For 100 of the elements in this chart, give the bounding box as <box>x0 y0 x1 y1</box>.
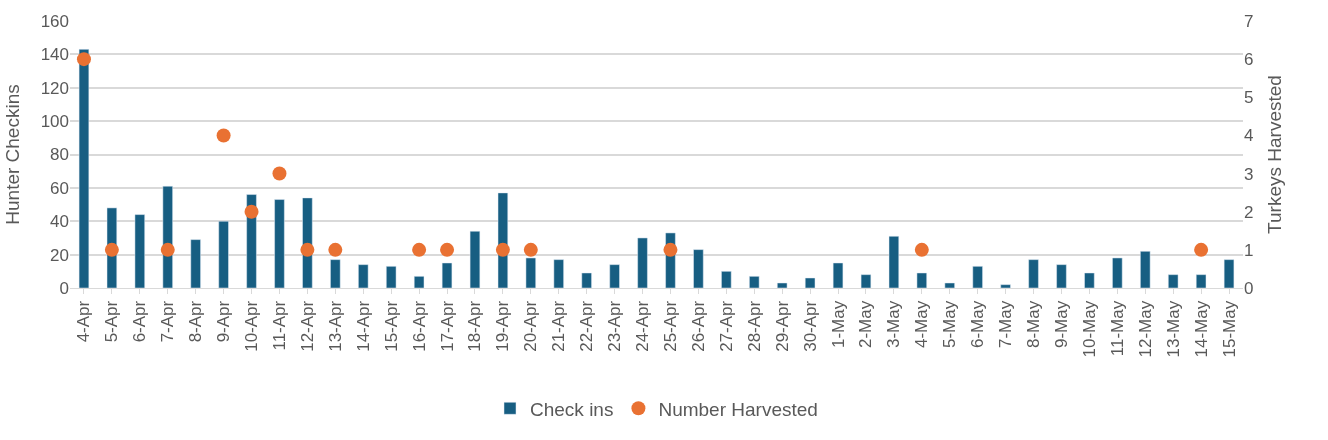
x-tick-label: 18-Apr <box>465 300 485 352</box>
bar <box>1168 274 1179 288</box>
point <box>914 242 929 257</box>
x-tick-label: 14-Apr <box>353 300 373 352</box>
x-tick-label: 28-Apr <box>744 300 764 352</box>
bar <box>721 271 732 288</box>
x-tick-label: 9-May <box>1051 300 1071 349</box>
x-tick-label: 5-May <box>940 300 960 349</box>
x-tick-label: 30-Apr <box>800 300 820 352</box>
x-tick-label: 12-Apr <box>297 300 317 352</box>
bar <box>860 274 872 288</box>
point <box>1194 242 1209 257</box>
x-tick-label: 4-Apr <box>74 300 94 343</box>
bar <box>413 276 425 288</box>
y2-tick-label: 0 <box>1244 278 1254 298</box>
x-tick-label: 14-May <box>1191 300 1211 358</box>
bar <box>469 231 481 288</box>
x-tick-label: 25-Apr <box>660 300 680 352</box>
point <box>663 242 678 257</box>
x-tick-label: 5-Apr <box>102 300 122 343</box>
x-tick-label: 6-Apr <box>130 300 150 343</box>
bar <box>804 277 816 288</box>
bar <box>190 239 201 288</box>
y2-tick-label: 4 <box>1244 126 1254 146</box>
bar <box>944 282 955 288</box>
x-tick-label: 23-Apr <box>605 300 625 352</box>
x-tick-label: 1-May <box>828 300 848 349</box>
x-tick-label: 13-May <box>1163 300 1183 358</box>
bar <box>78 49 90 288</box>
x-tick-label: 20-Apr <box>521 300 541 352</box>
x-tick-label: 12-May <box>1135 300 1155 358</box>
x-tick-label: 13-Apr <box>325 300 345 352</box>
legend-label: Check ins <box>530 398 614 420</box>
bar <box>832 262 844 288</box>
x-tick-label: 11-Apr <box>269 300 289 351</box>
bar <box>777 282 788 288</box>
y2-tick-label: 6 <box>1244 50 1254 70</box>
bar <box>330 259 341 288</box>
x-tick-label: 17-Apr <box>437 300 457 352</box>
x-tick-label: 10-Apr <box>242 300 262 352</box>
x-tick-label: 22-Apr <box>577 300 597 352</box>
bar <box>1112 257 1123 288</box>
bar <box>1028 259 1039 288</box>
bar <box>581 272 592 288</box>
bar <box>637 237 648 288</box>
point <box>412 242 427 257</box>
y-tick-label: 0 <box>59 278 69 298</box>
bar <box>386 266 397 288</box>
bar <box>693 249 704 288</box>
x-tick-label: 3-May <box>884 300 904 349</box>
y-axis-title: Hunter Checkins <box>2 84 24 225</box>
x-tick-label: 24-Apr <box>633 300 653 352</box>
bar <box>1140 251 1151 288</box>
x-tick-label: 4-May <box>912 300 932 349</box>
y-tick-label: 40 <box>50 212 69 232</box>
y-tick-label: 100 <box>40 112 69 132</box>
bar <box>972 266 983 288</box>
bar <box>749 276 760 288</box>
y2-tick-label: 5 <box>1244 88 1254 108</box>
y2-tick-label: 3 <box>1244 164 1254 184</box>
x-tick-label: 15-May <box>1219 300 1239 358</box>
legend-label: Number Harvested <box>658 398 818 420</box>
x-tick-label: 9-Apr <box>214 300 234 343</box>
x-tick-label: 11-May <box>1107 300 1127 357</box>
y-tick-label: 160 <box>40 11 69 31</box>
point <box>328 242 343 257</box>
x-tick-label: 21-Apr <box>549 300 569 352</box>
y-tick-label: 140 <box>40 45 69 65</box>
x-tick-label: 26-Apr <box>688 300 708 352</box>
y2-tick-label: 1 <box>1244 240 1254 260</box>
x-tick-label: 19-Apr <box>493 300 513 352</box>
bar <box>609 264 620 288</box>
bar <box>1195 274 1207 288</box>
bar <box>1223 259 1235 288</box>
x-tick-label: 7-May <box>996 300 1016 349</box>
x-tick-label: 29-Apr <box>772 300 792 352</box>
bar <box>1000 284 1011 288</box>
y-tick-label: 120 <box>40 78 69 98</box>
point <box>523 242 538 257</box>
y2-tick-label: 2 <box>1244 202 1254 222</box>
point <box>272 166 287 181</box>
point <box>76 52 91 67</box>
point <box>216 128 231 143</box>
bar <box>525 257 536 288</box>
y2-tick-label: 7 <box>1244 11 1254 31</box>
x-tick-label: 7-Apr <box>158 300 178 343</box>
x-tick-label: 16-Apr <box>409 300 429 352</box>
bar <box>358 264 369 288</box>
point <box>104 242 119 257</box>
bar <box>1056 264 1067 288</box>
x-tick-label: 2-May <box>856 300 876 349</box>
bar <box>916 272 927 288</box>
bar <box>553 259 564 288</box>
y2-axis-title: Turkeys Harvested <box>1264 75 1286 234</box>
x-tick-label: 27-Apr <box>716 300 736 352</box>
y-tick-label: 60 <box>50 178 69 198</box>
bar <box>134 214 145 288</box>
bar <box>274 199 285 288</box>
x-tick-label: 10-May <box>1079 300 1099 358</box>
bar <box>218 221 229 288</box>
